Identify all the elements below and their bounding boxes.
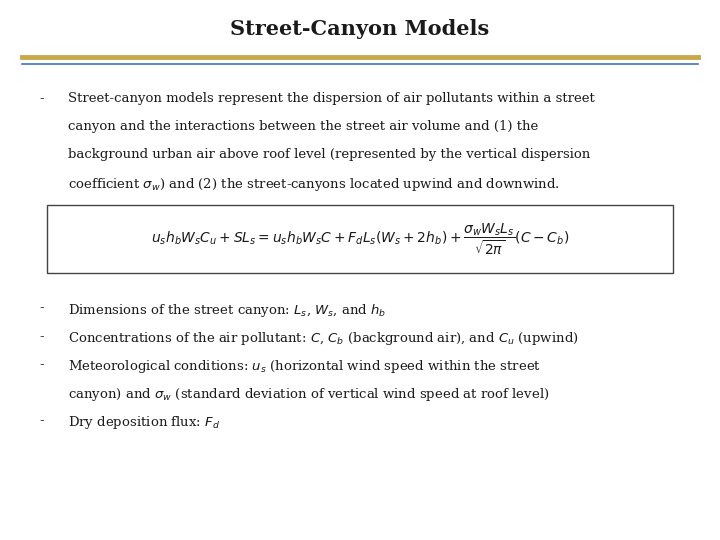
Text: -: - [40,301,44,315]
Text: $u_s h_b W_s C_u + SL_s = u_s h_b W_s C + F_d L_s(W_s + 2h_b) + \dfrac{\sigma_w : $u_s h_b W_s C_u + SL_s = u_s h_b W_s C … [150,221,570,257]
Text: Dry deposition flux: $F_d$: Dry deposition flux: $F_d$ [68,414,220,431]
Text: background urban air above roof level (represented by the vertical dispersion: background urban air above roof level (r… [68,148,590,161]
FancyBboxPatch shape [47,206,673,273]
Text: Street-Canyon Models: Street-Canyon Models [230,19,490,39]
Text: Dimensions of the street canyon: $L_s$, $W_s$, and $h_b$: Dimensions of the street canyon: $L_s$, … [68,301,387,319]
Text: canyon) and $\sigma_w$ (standard deviation of vertical wind speed at roof level): canyon) and $\sigma_w$ (standard deviati… [68,386,550,403]
Text: -: - [40,414,44,427]
Text: Street-canyon models represent the dispersion of air pollutants within a street: Street-canyon models represent the dispe… [68,92,595,105]
Text: -: - [40,92,44,105]
Text: -: - [40,358,44,371]
Text: canyon and the interactions between the street air volume and (1) the: canyon and the interactions between the … [68,120,539,133]
Text: Meteorological conditions: $u_s$ (horizontal wind speed within the street: Meteorological conditions: $u_s$ (horizo… [68,358,541,375]
Text: coefficient $\sigma_w$) and (2) the street-canyons located upwind and downwind.: coefficient $\sigma_w$) and (2) the stre… [68,176,560,193]
Text: Concentrations of the air pollutant: $C$, $C_b$ (background air), and $C_u$ (upw: Concentrations of the air pollutant: $C$… [68,329,579,347]
Text: -: - [40,329,44,343]
